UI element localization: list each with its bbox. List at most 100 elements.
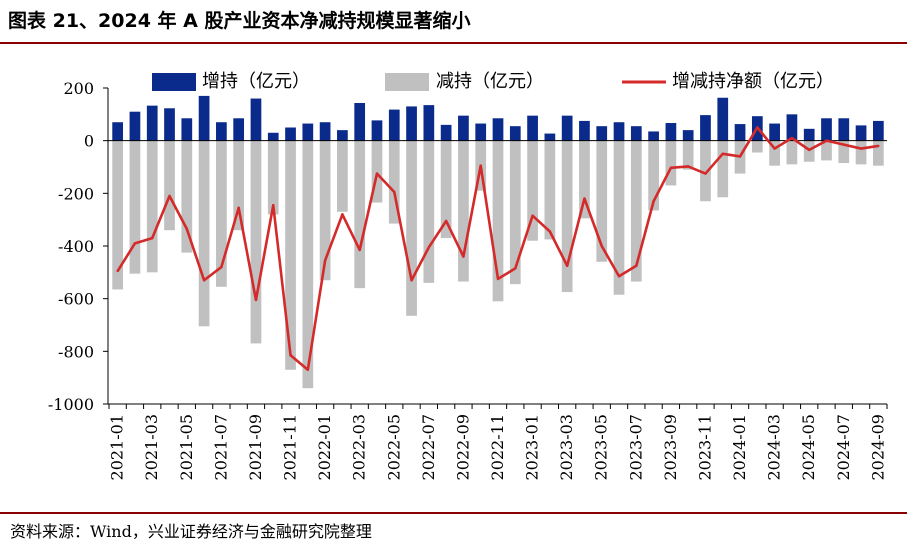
y-tick-label: -400 — [58, 237, 94, 256]
x-tick-label: 2023-07 — [626, 414, 645, 480]
sell-bar — [613, 140, 625, 295]
net-point — [479, 164, 482, 167]
buy-bar — [579, 120, 590, 141]
net-point — [462, 255, 465, 258]
buy-bar — [561, 115, 573, 141]
legend: 增持（亿元） 减持（亿元） 增减持净额（亿元） — [152, 71, 834, 92]
buy-bar — [544, 133, 556, 141]
sell-bar — [164, 140, 175, 231]
net-point — [877, 144, 880, 148]
net-point — [375, 172, 379, 175]
buy-bar — [354, 103, 366, 141]
title-rule — [0, 42, 907, 44]
buy-bar — [285, 127, 296, 141]
net-point — [254, 298, 258, 302]
sell-bar — [250, 140, 262, 344]
sell-bar — [579, 140, 590, 219]
net-point — [686, 165, 690, 168]
sell-bar — [872, 140, 884, 166]
net-point — [635, 264, 638, 267]
net-point — [704, 172, 707, 175]
net-point — [600, 244, 603, 248]
sell-bar — [717, 140, 729, 198]
buy-bar — [682, 130, 694, 141]
y-tick-label: 0 — [84, 132, 94, 151]
net-point — [410, 279, 413, 282]
net-point — [808, 148, 811, 152]
net-point — [773, 147, 776, 150]
net-point — [859, 147, 863, 150]
y-tick-label: -600 — [58, 290, 94, 309]
sell-bar — [561, 140, 573, 293]
x-tick-label: 2023-03 — [557, 414, 576, 480]
buy-bar — [855, 125, 867, 141]
x-tick-label: 2021-01 — [108, 414, 127, 480]
buy-bar — [319, 122, 331, 141]
buy-bar — [112, 122, 124, 141]
buy-bar — [838, 118, 850, 141]
x-tick-label: 2022-01 — [315, 414, 334, 480]
sell-bar — [700, 140, 711, 202]
x-tick-label: 2022-11 — [488, 414, 507, 480]
y-tick-label: -800 — [58, 342, 94, 361]
buy-bar — [700, 115, 711, 141]
sell-bar — [285, 140, 296, 370]
buy-bar — [492, 118, 504, 141]
sell-bar — [855, 140, 867, 165]
net-point — [237, 206, 240, 210]
net-point — [738, 155, 742, 158]
net-point — [133, 242, 137, 245]
legend-label-sell: 减持（亿元） — [436, 71, 544, 92]
buy-bar — [527, 115, 538, 141]
x-tick-label: 2022-09 — [453, 414, 472, 480]
buy-bar — [475, 123, 487, 141]
sell-bar — [440, 140, 452, 239]
y-tick-label: -200 — [58, 184, 94, 203]
sell-bar — [544, 140, 556, 240]
buy-bar — [302, 123, 314, 141]
buy-bar — [233, 118, 245, 141]
x-tick-label: 2021-03 — [142, 414, 161, 480]
net-point — [358, 248, 361, 252]
x-tick-label: 2024-05 — [799, 414, 818, 480]
y-tick-label: 200 — [63, 79, 94, 98]
sell-bar — [492, 140, 504, 302]
buy-bar — [267, 132, 279, 141]
net-point — [548, 230, 552, 233]
x-tick-label: 2024-09 — [868, 414, 887, 480]
net-point — [185, 227, 188, 231]
sell-bar — [354, 140, 366, 289]
sell-bar — [406, 140, 417, 316]
net-point — [220, 265, 223, 269]
sell-bar — [146, 140, 158, 273]
x-tick-label: 2021-09 — [246, 414, 265, 480]
net-point — [531, 214, 534, 217]
x-tick-label: 2024-03 — [765, 414, 784, 480]
net-point — [323, 259, 327, 262]
x-tick-label: 2024-07 — [834, 414, 853, 480]
buy-bar — [734, 124, 746, 141]
sell-bar — [648, 140, 659, 211]
net-point — [202, 279, 206, 282]
buy-bar — [630, 126, 642, 141]
buy-bar — [440, 124, 452, 141]
legend-swatch-sell — [385, 73, 429, 91]
sell-bar — [129, 140, 141, 274]
net-point — [617, 275, 621, 278]
buy-bar — [458, 115, 469, 141]
sell-bar — [527, 140, 538, 241]
sell-bar — [216, 140, 227, 287]
buy-bar — [717, 97, 729, 141]
sell-bar — [596, 140, 608, 262]
net-point — [306, 368, 310, 371]
x-tick-label: 2023-01 — [523, 414, 542, 480]
sell-bar — [751, 140, 763, 153]
net-point — [790, 136, 794, 140]
sell-bar — [821, 140, 832, 161]
sell-bar — [337, 140, 348, 212]
sell-bar — [423, 140, 435, 283]
net-point — [444, 219, 448, 223]
net-line-layer — [116, 126, 880, 372]
net-point — [652, 200, 655, 203]
